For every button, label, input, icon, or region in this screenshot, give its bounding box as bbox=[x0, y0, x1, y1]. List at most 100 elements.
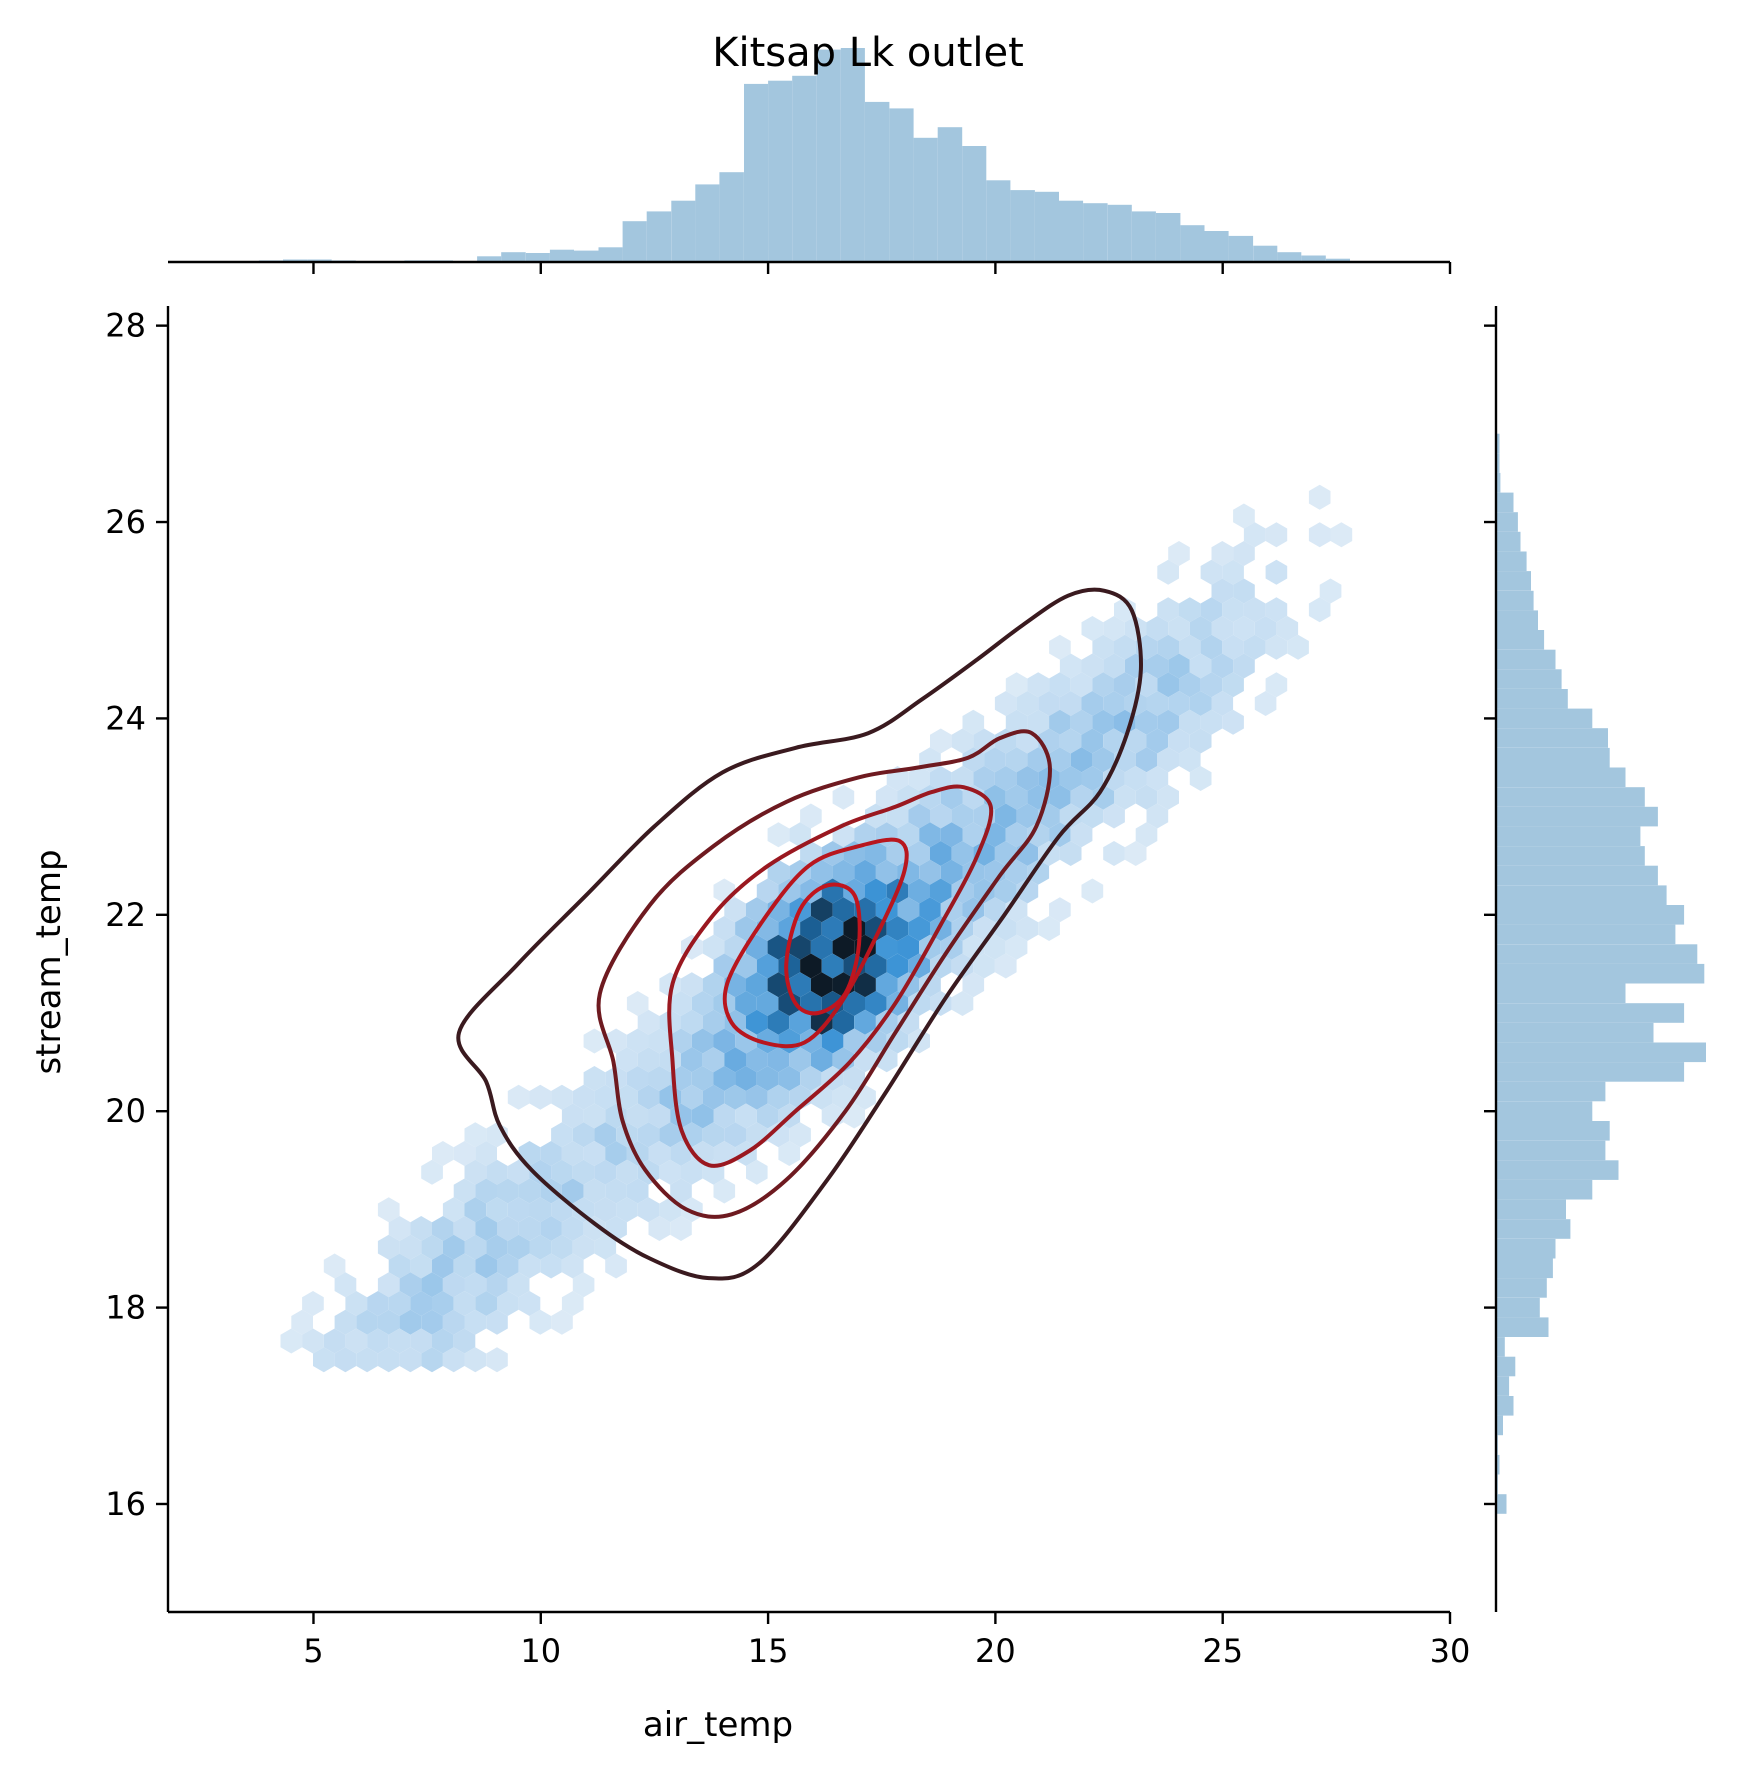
hexbin-cell bbox=[1016, 878, 1039, 904]
hexbin-cell bbox=[778, 1141, 801, 1166]
hexbin-cell bbox=[1103, 766, 1125, 791]
hexbin-cell bbox=[442, 1309, 465, 1335]
hexbin-cell bbox=[464, 1309, 487, 1335]
marginal-y-bar bbox=[1496, 571, 1531, 591]
hexbin-cell bbox=[1157, 709, 1179, 735]
hexbin-cell bbox=[713, 916, 736, 941]
hexbin-cell bbox=[1179, 672, 1201, 698]
hexbin-cell bbox=[1114, 672, 1136, 698]
hexbin-cell bbox=[1168, 691, 1190, 716]
hexbin-cell bbox=[832, 784, 855, 810]
hexbin-cell bbox=[442, 1197, 465, 1223]
hexbin-cell bbox=[1330, 522, 1353, 548]
hexbin-cell bbox=[486, 1159, 508, 1185]
hexbin-cell bbox=[1211, 653, 1234, 679]
hexbin-cell bbox=[388, 1216, 411, 1241]
marginal-x-bar bbox=[1107, 204, 1132, 262]
hexbin-cell bbox=[626, 991, 649, 1016]
hexbin-cell bbox=[854, 822, 876, 848]
hexbin-cell bbox=[464, 1347, 487, 1373]
hexbin-cell bbox=[984, 859, 1006, 885]
hexbin-cell bbox=[377, 1234, 400, 1260]
marginal-x-bar bbox=[816, 49, 841, 262]
marginal-y-bar bbox=[1496, 512, 1518, 532]
hexbin-cell bbox=[410, 1253, 432, 1279]
marginal-y-bar bbox=[1496, 433, 1500, 454]
hexbin-cell bbox=[1157, 634, 1179, 660]
hexbin-cell bbox=[681, 1047, 703, 1073]
hexbin-cell bbox=[1070, 672, 1093, 698]
x-tick-label: 20 bbox=[975, 1632, 1016, 1670]
hexbin-cell bbox=[756, 991, 779, 1016]
marginal-x-bar bbox=[549, 249, 574, 262]
hexbin-cell bbox=[1049, 672, 1071, 698]
hexbin-cell bbox=[486, 1197, 508, 1223]
hexbin-cell bbox=[1049, 747, 1071, 773]
hexbin-cell bbox=[377, 1347, 400, 1373]
hexbin-cell bbox=[1005, 672, 1028, 698]
hexbin-cell bbox=[1146, 653, 1169, 679]
hexbin-cell bbox=[1114, 634, 1136, 660]
hexbin-cell bbox=[1200, 559, 1223, 585]
hexbin-cell bbox=[388, 1253, 411, 1279]
hexbin-cell bbox=[594, 1122, 617, 1148]
hexbin-cell bbox=[1081, 766, 1104, 791]
hexbin-cell bbox=[930, 878, 952, 904]
hexbin-cell bbox=[399, 1309, 422, 1335]
hexbin-cell bbox=[843, 1028, 865, 1054]
hexbin-cell bbox=[962, 822, 985, 848]
hexbin-cell bbox=[442, 1347, 465, 1373]
hexbin-cell bbox=[583, 1028, 606, 1054]
hexbin-cell bbox=[399, 1272, 422, 1298]
hexbin-cell bbox=[572, 1234, 595, 1260]
marginal-x-bar bbox=[889, 108, 914, 263]
hexbin-cell bbox=[1146, 691, 1169, 716]
hexbin-cell bbox=[421, 1159, 443, 1185]
hexbin-cell bbox=[1146, 803, 1169, 829]
hexbin-cell bbox=[497, 1178, 519, 1204]
hexbin-cell bbox=[637, 1122, 660, 1148]
hexbin-cell bbox=[377, 1272, 400, 1298]
hexbin-cell bbox=[713, 1066, 736, 1091]
hexbin-cell bbox=[810, 972, 833, 998]
hexbin-cell bbox=[702, 1084, 725, 1110]
hexbin-cell bbox=[940, 784, 963, 810]
hexbin-cell bbox=[1103, 728, 1125, 754]
marginal-y-bar bbox=[1496, 1062, 1685, 1082]
hexbin-cell bbox=[1200, 634, 1223, 660]
hexbin-cell bbox=[756, 878, 779, 904]
hexbin-cell bbox=[475, 1253, 497, 1279]
ticks: 5 10 15 20 25 30 16 18 20 22 24 26 28 bbox=[105, 262, 1496, 1670]
hexbin-cell bbox=[1179, 747, 1201, 773]
hexbin-cell bbox=[551, 1084, 573, 1110]
marginal-y-bar bbox=[1496, 924, 1676, 945]
marginal-y-bar bbox=[1496, 649, 1556, 670]
hexbin-cell bbox=[702, 1122, 725, 1148]
marginal-y-bar bbox=[1496, 1297, 1540, 1318]
marginal-x-bar bbox=[864, 101, 890, 263]
hexbin-cell bbox=[367, 1291, 389, 1316]
hexbin-cell bbox=[1005, 747, 1028, 773]
hexbin-cell bbox=[1059, 803, 1082, 829]
y-tick-label: 28 bbox=[105, 307, 146, 345]
hexbin-cell bbox=[832, 934, 855, 960]
marginal-y-bar bbox=[1496, 1140, 1606, 1161]
hexbin-cell bbox=[594, 1159, 617, 1185]
hexbin-cell bbox=[1070, 747, 1093, 773]
hexbin-cell bbox=[1103, 691, 1125, 716]
hexbin-cell bbox=[1027, 709, 1050, 735]
hexbin-cell bbox=[724, 1084, 746, 1110]
hexbin-cell bbox=[821, 953, 844, 979]
kde-contour-core bbox=[784, 882, 862, 1016]
hexbin-cell bbox=[432, 1291, 454, 1316]
hexbin-cell bbox=[854, 1009, 876, 1035]
hexbin-cell bbox=[399, 1347, 422, 1373]
hexbin-cell bbox=[1103, 803, 1125, 829]
hexbin-cell bbox=[767, 1084, 790, 1110]
hexbin-cell bbox=[529, 1309, 552, 1335]
marginal-y-bar bbox=[1496, 1081, 1606, 1102]
marginal-x-bar bbox=[1228, 235, 1254, 262]
hexbin-cell bbox=[1168, 541, 1190, 566]
hexbin-cell bbox=[410, 1216, 432, 1241]
hexbin-cell bbox=[280, 1328, 303, 1354]
